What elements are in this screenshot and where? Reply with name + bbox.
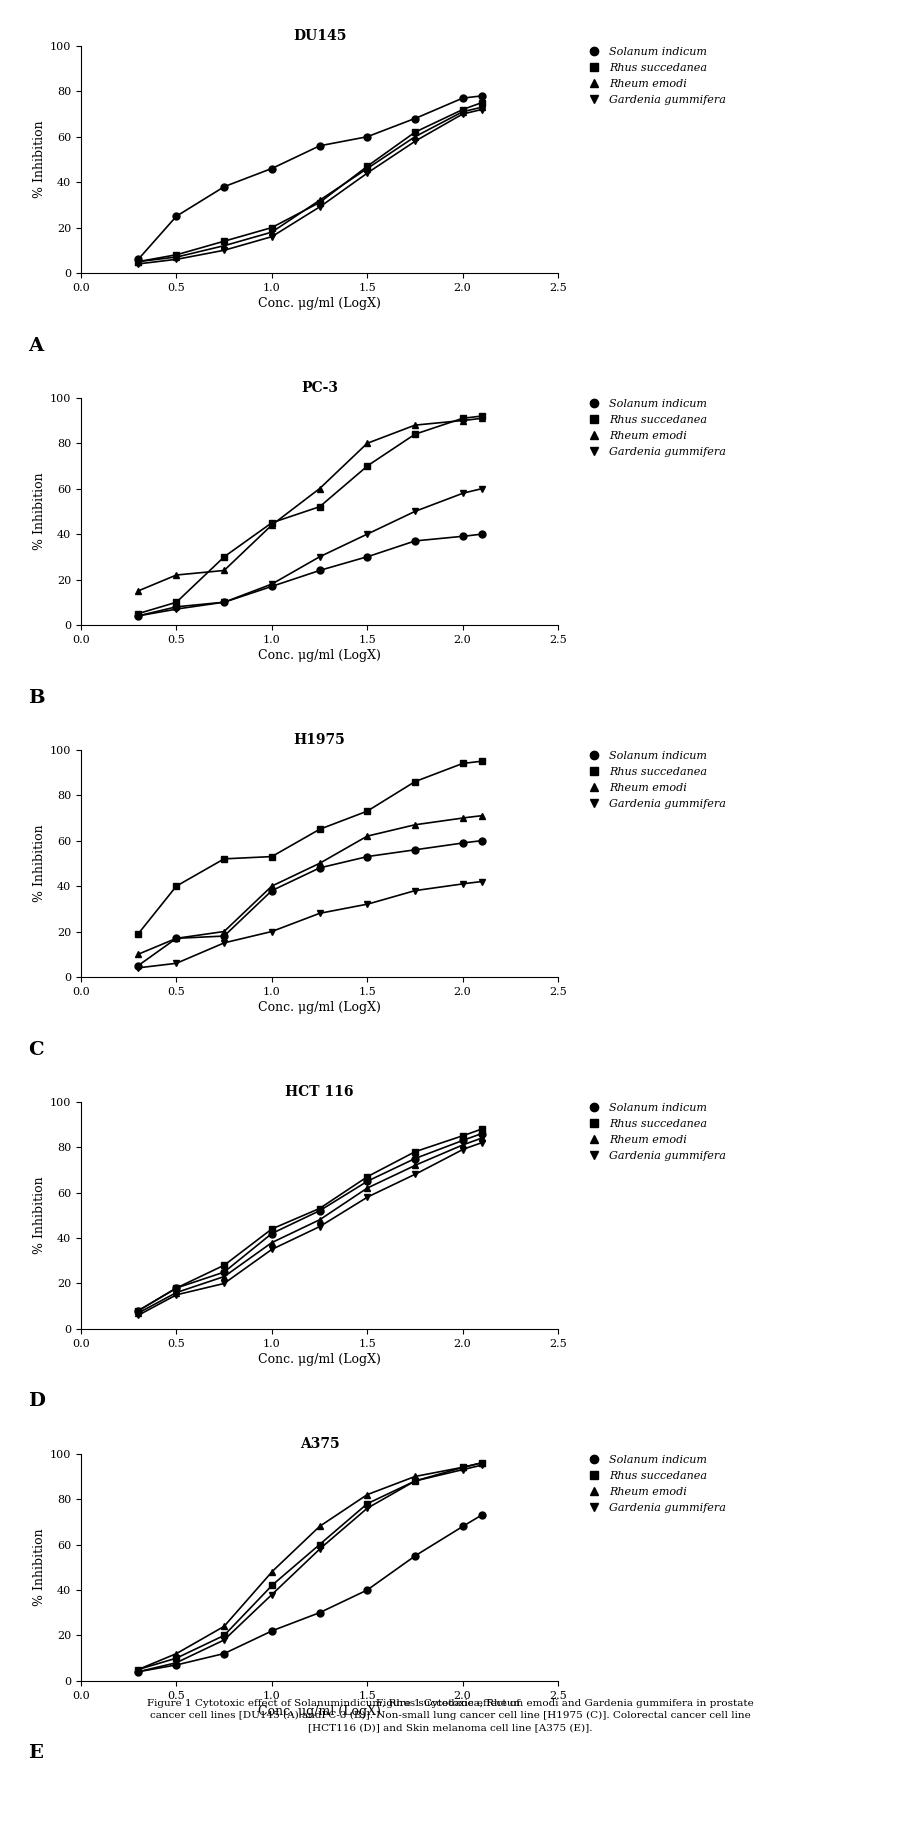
Text: A: A <box>29 336 44 355</box>
X-axis label: Conc. μg/ml (LogX): Conc. μg/ml (LogX) <box>258 1705 381 1718</box>
X-axis label: Conc. μg/ml (LogX): Conc. μg/ml (LogX) <box>258 1352 381 1365</box>
Y-axis label: % Inhibition: % Inhibition <box>32 1176 46 1255</box>
Text: E: E <box>29 1745 43 1762</box>
X-axis label: Conc. μg/ml (LogX): Conc. μg/ml (LogX) <box>258 298 381 310</box>
Text: D: D <box>29 1392 46 1411</box>
Text: C: C <box>29 1040 44 1058</box>
Title: A375: A375 <box>300 1437 339 1451</box>
X-axis label: Conc. μg/ml (LogX): Conc. μg/ml (LogX) <box>258 1001 381 1014</box>
Title: PC-3: PC-3 <box>301 382 338 395</box>
Y-axis label: % Inhibition: % Inhibition <box>32 472 46 551</box>
Legend: Solanum indicum, Rhus succedanea, Rheum emodi, Gardenia gummifera: Solanum indicum, Rhus succedanea, Rheum … <box>582 48 726 105</box>
Y-axis label: % Inhibition: % Inhibition <box>32 1528 46 1606</box>
Y-axis label: % Inhibition: % Inhibition <box>32 825 46 902</box>
Text: B: B <box>29 689 45 707</box>
Y-axis label: % Inhibition: % Inhibition <box>32 121 46 198</box>
Legend: Solanum indicum, Rhus succedanea, Rheum emodi, Gardenia gummifera: Solanum indicum, Rhus succedanea, Rheum … <box>582 1102 726 1161</box>
Title: HCT 116: HCT 116 <box>285 1086 354 1099</box>
Legend: Solanum indicum, Rhus succedanea, Rheum emodi, Gardenia gummifera: Solanum indicum, Rhus succedanea, Rheum … <box>582 751 726 810</box>
Text: Figure 1 Cytotoxic effect of Solanumindicum, Rhus succedanea, Rheum emodi and Ga: Figure 1 Cytotoxic effect of Solanumindi… <box>147 1699 753 1732</box>
X-axis label: Conc. μg/ml (LogX): Conc. μg/ml (LogX) <box>258 648 381 661</box>
Text: Figure 1 Cytotoxic effect of: Figure 1 Cytotoxic effect of <box>376 1699 524 1708</box>
Title: H1975: H1975 <box>293 733 346 748</box>
Legend: Solanum indicum, Rhus succedanea, Rheum emodi, Gardenia gummifera: Solanum indicum, Rhus succedanea, Rheum … <box>582 1455 726 1514</box>
Legend: Solanum indicum, Rhus succedanea, Rheum emodi, Gardenia gummifera: Solanum indicum, Rhus succedanea, Rheum … <box>582 399 726 457</box>
Title: DU145: DU145 <box>292 29 346 44</box>
